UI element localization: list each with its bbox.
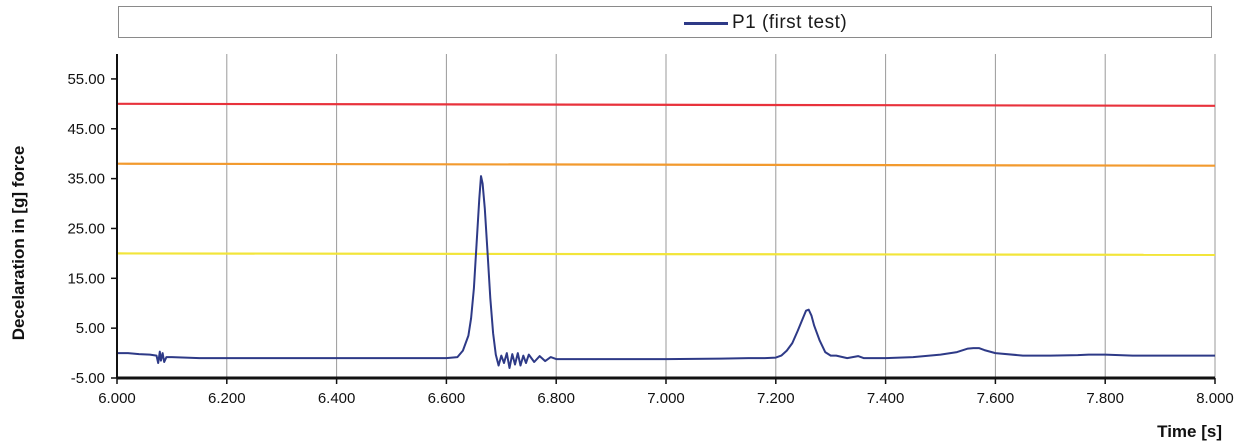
x-tick-label: 7.000: [647, 390, 685, 407]
reference-line-2[interactable]: [116, 162, 1216, 167]
x-tick-label: 7.800: [1086, 390, 1124, 407]
y-tick-label: 55.00: [67, 71, 105, 88]
x-axis-label: Time [s]: [1157, 422, 1222, 441]
y-tick-label: 45.00: [67, 121, 105, 138]
x-tick-label: 8.000: [1196, 390, 1234, 407]
axes: [111, 54, 1216, 384]
x-tick-label: 6.400: [318, 390, 356, 407]
x-tick-label: 6.000: [98, 390, 136, 407]
series-layer: [116, 102, 1216, 369]
y-tick-label: 35.00: [67, 171, 105, 188]
x-tick-label: 6.800: [537, 390, 575, 407]
y-tick-label: 25.00: [67, 220, 105, 237]
legend: P1 (first test): [118, 6, 1212, 38]
legend-entry[interactable]: P1 (first test): [684, 11, 847, 35]
legend-swatch: [684, 21, 728, 25]
y-tick-label: -5.00: [71, 370, 105, 387]
y-tick-label: 5.00: [76, 320, 105, 337]
series-line-p1[interactable]: [117, 175, 1215, 369]
y-axis-label: Decelaration in [g] force: [9, 146, 28, 341]
reference-line-3[interactable]: [116, 252, 1216, 256]
y-tick-label: 15.00: [67, 270, 105, 287]
grid: [226, 54, 1216, 378]
x-tick-label: 6.600: [428, 390, 466, 407]
x-tick-label: 6.200: [208, 390, 246, 407]
x-tick-label: 7.200: [757, 390, 795, 407]
reference-line-1[interactable]: [116, 102, 1216, 107]
legend-label: P1 (first test): [732, 12, 848, 33]
x-tick-label: 7.400: [867, 390, 905, 407]
tick-labels: 55.00 45.00 35.00 25.00 15.00 5.00 -5.00 6.000 6…: [67, 71, 1233, 407]
x-tick-label: 7.600: [977, 390, 1015, 407]
